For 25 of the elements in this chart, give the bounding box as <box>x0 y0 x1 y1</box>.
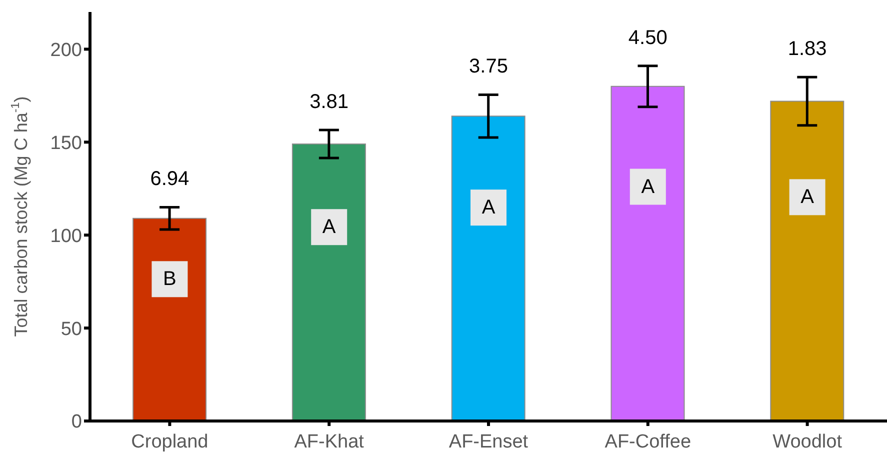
y-tick-label: 50 <box>60 318 82 340</box>
bar <box>451 116 526 421</box>
bar <box>610 86 685 421</box>
bar <box>770 100 844 421</box>
y-tick-label: 100 <box>50 226 82 247</box>
x-tick-label: AF-Coffee <box>604 431 692 452</box>
x-tick-label: Woodlot <box>772 431 843 452</box>
annotation: 1.83 <box>788 38 827 60</box>
annotation: A <box>800 186 815 208</box>
annotation: A <box>482 196 496 219</box>
annotation: A <box>322 216 336 238</box>
x-tick-label: AF-Khat <box>294 431 365 452</box>
annotation: 4.50 <box>628 26 668 49</box>
annotation: 6.94 <box>150 168 190 190</box>
y-tick-label: 0 <box>71 412 82 433</box>
x-tick-label: Cropland <box>131 431 208 452</box>
annotation: A <box>641 176 656 198</box>
annotation: 3.75 <box>469 56 508 78</box>
bar <box>292 143 366 421</box>
y-tick-label: 200 <box>50 40 82 61</box>
y-tick-label: 150 <box>50 132 82 154</box>
bar <box>132 218 207 421</box>
annotation: 3.81 <box>310 91 349 114</box>
annotation: B <box>163 268 176 290</box>
x-tick-label: AF-Enset <box>448 431 529 452</box>
